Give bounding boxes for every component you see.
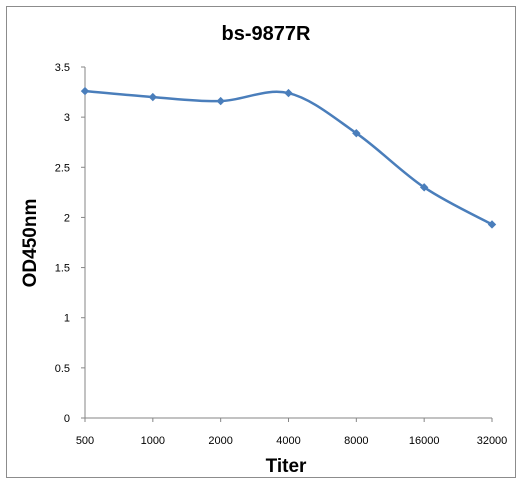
y-tick-labels: 0 0.5 1 1.5 2 2.5 3 3.5	[55, 62, 70, 425]
data-point-marker	[419, 183, 429, 192]
y-tick-label: 1	[64, 313, 70, 325]
y-tick-label: 3.5	[55, 62, 70, 74]
data-point-marker	[284, 88, 293, 98]
chart-title: bs-9877R	[222, 23, 311, 45]
y-tick-label: 0.5	[55, 363, 70, 375]
y-tick-label: 0	[64, 413, 70, 425]
series-line	[84, 89, 493, 226]
x-axis-title: Titer	[266, 456, 307, 477]
series-group	[80, 86, 497, 229]
x-tick-label: 500	[76, 435, 94, 447]
axes	[81, 66, 493, 422]
data-point-marker	[216, 96, 225, 106]
x-tick-label: 32000	[477, 435, 508, 447]
y-axis-title: OD450nm	[20, 199, 41, 288]
x-tick-label: 16000	[409, 435, 440, 447]
data-point-marker	[487, 220, 497, 229]
x-tick-label: 8000	[344, 435, 368, 447]
y-tick-label: 3	[64, 112, 70, 124]
data-point-marker	[148, 92, 158, 102]
chart-frame	[6, 6, 516, 478]
x-tick-label: 2000	[208, 435, 232, 447]
x-tick-label: 4000	[276, 435, 300, 447]
y-tick-label: 2	[64, 212, 70, 224]
data-point-marker	[352, 128, 361, 138]
x-tick-label: 1000	[141, 435, 165, 447]
y-tick-label: 2.5	[55, 162, 70, 174]
y-tick-label: 1.5	[55, 263, 70, 275]
data-point-marker	[80, 86, 90, 96]
x-tick-labels: 500 1000 2000 4000 8000 16000 32000	[76, 435, 507, 447]
